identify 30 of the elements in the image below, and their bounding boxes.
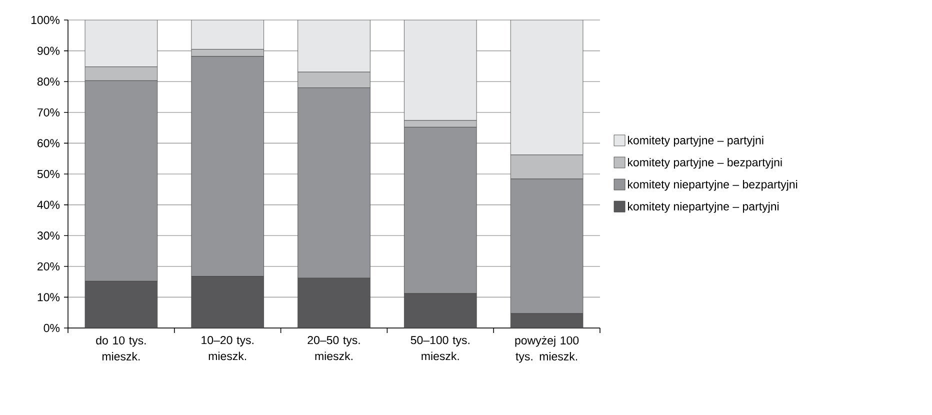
x-tick-label: 10–20 tys. mieszk.	[202, 336, 254, 360]
y-tick-label: 100%	[31, 16, 60, 24]
bar	[404, 293, 477, 328]
y-tick-label: 70%	[38, 108, 60, 116]
bar	[84, 20, 158, 68]
y-tick-label: 10%	[38, 293, 60, 302]
y-tick-label: 40%	[37, 200, 60, 209]
x-tick-label: powyżej 100 tys. mieszk.	[515, 336, 579, 363]
y-tick-label: 90%	[37, 46, 60, 55]
y-tick-label: 60%	[38, 139, 60, 148]
x-tick-label: 20–50 tys. mieszk.	[308, 336, 360, 360]
bar	[191, 276, 264, 328]
bar	[191, 20, 264, 50]
bar	[298, 20, 370, 72]
legend-label: komitety niepartyjne – bezpartyjni	[628, 180, 798, 191]
y-tick-label: 30%	[37, 232, 60, 240]
bar	[510, 20, 584, 156]
legend-label: komitety partyjne – partyjni	[628, 136, 764, 147]
y-tick-label: 0%	[44, 324, 60, 332]
x-tick-label: do 10 tys. mieszk.	[96, 336, 146, 360]
legend-label: komitety partyjne – bezpartyjni	[628, 158, 782, 169]
bar	[298, 278, 370, 328]
bar	[404, 20, 477, 121]
x-tick-label: 50–100 tys. mieszk.	[410, 336, 470, 360]
y-tick-label: 80%	[37, 78, 60, 86]
y-tick-label: 50%	[37, 170, 60, 178]
legend-label: komitety niepartyjne – partyjni	[628, 202, 779, 213]
bar	[510, 313, 584, 328]
y-tick-label: 20%	[38, 262, 60, 270]
bar	[84, 280, 158, 328]
